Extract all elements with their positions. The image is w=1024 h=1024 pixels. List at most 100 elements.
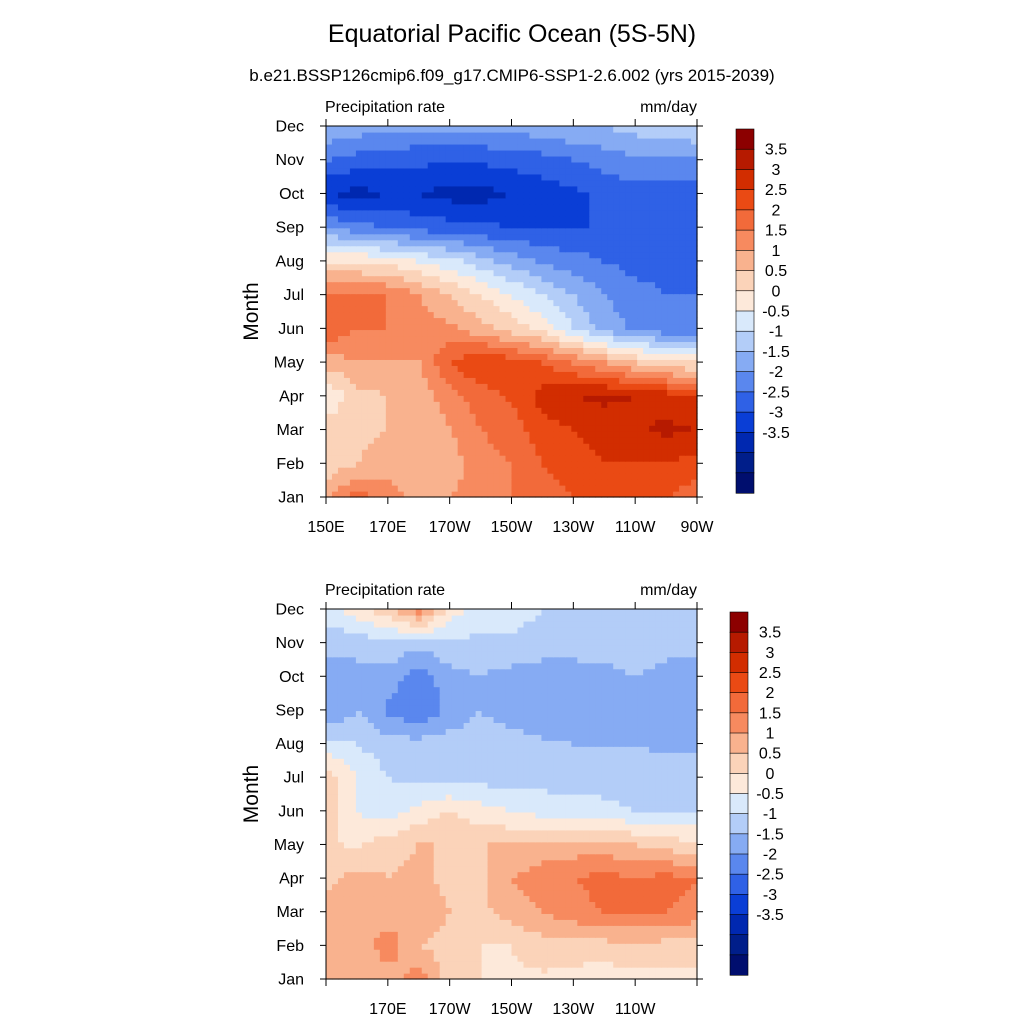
heatmap-cell [595, 431, 602, 438]
heatmap-cell [517, 185, 525, 193]
heatmap-cell [391, 173, 399, 181]
heatmap-cell [691, 925, 698, 932]
heatmap-cell [403, 419, 411, 426]
heatmap-cell [613, 305, 620, 313]
colorbar-swatch [735, 229, 755, 251]
heatmap-cell [385, 173, 393, 181]
heatmap-cell [589, 365, 596, 372]
heatmap-cell [373, 155, 381, 163]
heatmap-cell [511, 889, 519, 897]
heatmap-cell [409, 167, 417, 175]
heatmap-cell [613, 167, 620, 175]
heatmap-cell [481, 383, 489, 390]
heatmap-cell [583, 137, 590, 145]
heatmap-cell [589, 949, 596, 956]
heatmap-cell [529, 287, 537, 295]
heatmap-cell [517, 323, 525, 331]
heatmap-cell [661, 293, 668, 301]
heatmap-cell [487, 937, 495, 944]
heatmap-cell [529, 329, 537, 337]
heatmap-cell [637, 305, 644, 313]
heatmap-cell [331, 191, 339, 199]
heatmap-cell [367, 955, 375, 962]
heatmap-cell [685, 317, 692, 325]
heatmap-cell [457, 365, 465, 372]
heatmap-cell [589, 131, 596, 139]
heatmap-cell [637, 359, 644, 366]
heatmap-cell [493, 461, 501, 468]
heatmap-cell [553, 299, 560, 307]
heatmap-cell [505, 973, 513, 980]
heatmap-cell [511, 251, 519, 259]
heatmap-cell [565, 203, 572, 211]
heatmap-cell [511, 191, 519, 199]
heatmap-cell [361, 365, 369, 372]
heatmap-cell [595, 197, 602, 205]
heatmap-cell [385, 263, 393, 271]
heatmap-cell [421, 889, 429, 897]
heatmap-cell [355, 467, 363, 474]
heatmap-cell [475, 197, 483, 205]
heatmap-cell [445, 317, 453, 325]
heatmap-cell [517, 395, 525, 402]
heatmap-cell [421, 877, 429, 885]
heatmap-cell [421, 437, 429, 444]
heatmap-cell [337, 335, 345, 343]
heatmap-cell [463, 353, 471, 360]
heatmap-cell [493, 281, 501, 289]
heatmap-cell [565, 907, 572, 914]
heatmap-cell [667, 449, 674, 456]
heatmap-cell [619, 419, 626, 426]
heatmap-cell [535, 353, 543, 360]
heatmap-cell [691, 419, 698, 426]
heatmap-cell [349, 395, 357, 402]
heatmap-cell [331, 155, 339, 163]
heatmap-cell [331, 239, 339, 247]
heatmap-cell [619, 973, 626, 980]
heatmap-cell [553, 347, 560, 354]
heatmap-cell [475, 365, 483, 372]
heatmap-cell [499, 877, 507, 885]
heatmap-cell [541, 341, 548, 348]
heatmap-cell [326, 305, 333, 313]
heatmap-cell [601, 889, 608, 897]
heatmap-cell [337, 413, 345, 420]
heatmap-cell [379, 479, 387, 486]
heatmap-cell [559, 925, 566, 932]
heatmap-cell [505, 251, 513, 259]
heatmap-cell [385, 359, 393, 366]
heatmap-cell [409, 467, 417, 474]
heatmap-cell [487, 126, 495, 133]
heatmap-cell [589, 239, 596, 247]
heatmap-cell [349, 311, 357, 319]
heatmap-cell [511, 973, 519, 980]
heatmap-cell [355, 305, 363, 313]
heatmap-cell [409, 287, 417, 295]
heatmap-cell [667, 311, 674, 319]
heatmap-cell [601, 251, 608, 259]
colorbar-label: -3 [769, 405, 783, 422]
heatmap-cell [577, 389, 584, 396]
heatmap-cell [385, 293, 393, 301]
heatmap-cell [691, 311, 698, 319]
heatmap-cell [355, 419, 363, 426]
heatmap-cell [547, 131, 554, 139]
heatmap-cell [637, 931, 644, 938]
heatmap-cell [409, 126, 417, 133]
heatmap-cell [529, 191, 537, 199]
heatmap-cell [451, 491, 459, 498]
heatmap-cell [625, 967, 632, 974]
heatmap-cell [577, 203, 584, 211]
heatmap-cell [559, 251, 566, 259]
heatmap-cell [433, 269, 441, 277]
heatmap-cell [403, 437, 411, 444]
heatmap-cell [367, 913, 375, 920]
heatmap-cell [619, 913, 626, 920]
heatmap-cell [481, 299, 489, 307]
heatmap-cell [553, 137, 560, 145]
heatmap-cell [613, 467, 620, 474]
heatmap-cell [595, 931, 602, 938]
heatmap-cell [679, 895, 686, 903]
heatmap-cell [643, 937, 650, 944]
heatmap-cell [391, 353, 399, 360]
